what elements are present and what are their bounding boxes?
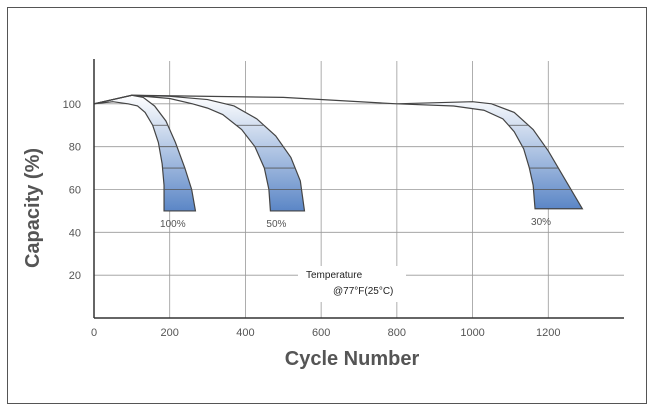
x-tick-label: 1000 — [460, 327, 484, 339]
series-band-0 — [93, 94, 197, 212]
x-tick-label: 400 — [236, 327, 254, 339]
y-tick-label: 60 — [69, 185, 81, 197]
x-axis-title: Cycle Number — [285, 348, 420, 370]
x-tick-label: 0 — [91, 327, 97, 339]
temperature-label: Temperature — [306, 270, 363, 281]
series-label-2: 30% — [531, 217, 551, 228]
y-tick-label: 80 — [69, 142, 81, 154]
tick-labels: 0 200 400 600 800 1000 1200 20 40 60 80 100 — [63, 99, 561, 339]
series-band-1 — [93, 94, 306, 212]
series-label-1: 50% — [266, 219, 286, 230]
y-tick-label: 20 — [69, 270, 81, 282]
temperature-value: @77°F(25°C) — [333, 286, 393, 297]
x-tick-label: 1200 — [536, 327, 560, 339]
series-band-2 — [93, 94, 584, 210]
y-axis-title: Capacity (%) — [22, 148, 44, 268]
chart-frame: 0 200 400 600 800 1000 1200 20 40 60 80 100 100% 50%… — [7, 7, 647, 404]
x-tick-label: 800 — [388, 327, 406, 339]
y-tick-label: 40 — [69, 227, 81, 239]
temperature-annotation: Temperature @77°F(25°C) — [298, 266, 406, 302]
capacity-chart: 0 200 400 600 800 1000 1200 20 40 60 80 100 100% 50%… — [22, 59, 624, 370]
temperature-annotation-box — [298, 266, 406, 302]
series-bands — [93, 94, 584, 212]
series-label-0: 100% — [160, 219, 186, 230]
y-tick-label: 100 — [63, 99, 81, 111]
series-labels: 100% 50% 30% — [160, 217, 551, 230]
x-tick-label: 600 — [312, 327, 330, 339]
x-tick-label: 200 — [161, 327, 179, 339]
axes — [93, 59, 624, 319]
